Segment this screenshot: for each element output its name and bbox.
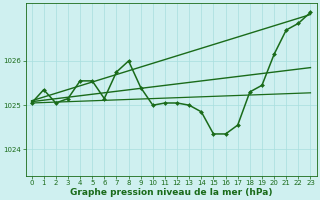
X-axis label: Graphe pression niveau de la mer (hPa): Graphe pression niveau de la mer (hPa) [70, 188, 272, 197]
